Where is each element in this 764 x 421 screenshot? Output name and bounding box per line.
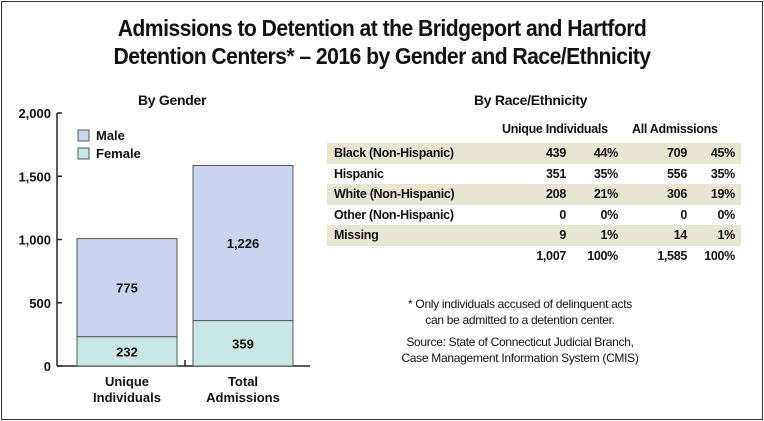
title-line-2: Detention Centers* – 2016 by Gender and … (113, 43, 652, 69)
total-all-count: 1,585 (657, 248, 687, 263)
race-table-title: By Race/Ethnicity (474, 92, 588, 108)
table-row: White (Non-Hispanic) 208 21% 306 19% (327, 184, 741, 205)
legend-swatch-female (77, 147, 90, 160)
y-tick-label: 0 (44, 359, 51, 374)
y-tick-label: 1,500 (18, 169, 51, 184)
all-percent: 35% (710, 166, 735, 181)
data-label: 232 (116, 344, 138, 359)
category-label: Admissions (206, 390, 280, 405)
total-all-percent: 100% (704, 248, 735, 263)
row-label: Hispanic (334, 166, 384, 181)
bar-female-1 (192, 320, 294, 367)
data-label: 359 (232, 336, 254, 351)
unique-percent: 0% (600, 207, 619, 222)
all-percent: 45% (710, 146, 735, 160)
source-line-1: Source: State of Connecticut Judicial Br… (406, 335, 634, 349)
row-label: Missing (334, 228, 379, 242)
legend-label-female: Female (96, 146, 141, 161)
y-tick-label: 500 (29, 296, 51, 311)
category-label: Unique (105, 374, 149, 389)
category-label: Individuals (93, 390, 161, 405)
table-row: Black (Non-Hispanic) 439 44% 709 45% (327, 143, 741, 164)
row-label: Other (Non-Hispanic) (334, 207, 454, 222)
source-note: Source: State of Connecticut Judicial Br… (360, 334, 680, 366)
all-percent: 19% (710, 187, 735, 201)
data-label: 1,226 (227, 236, 260, 251)
footnote-line-1: * Only individuals accused of delinquent… (408, 297, 632, 311)
unique-count: 351 (546, 166, 566, 181)
unique-percent: 35% (593, 166, 618, 181)
all-percent: 0% (717, 207, 736, 222)
row-label: Black (Non-Hispanic) (334, 146, 454, 160)
y-tick-label: 2,000 (18, 106, 51, 121)
footnote: * Only individuals accused of delinquent… (360, 296, 680, 328)
row-label: White (Non-Hispanic) (334, 187, 455, 201)
header-all-admissions: All Admissions (632, 122, 718, 136)
header-unique-individuals: Unique Individuals (502, 122, 608, 136)
unique-count: 9 (559, 228, 566, 242)
data-label: 775 (116, 281, 138, 296)
title-line-1: Admissions to Detention at the Bridgepor… (117, 15, 647, 41)
category-label: Total (228, 374, 258, 389)
gender-chart-title: By Gender (138, 92, 207, 108)
unique-count: 0 (559, 207, 566, 222)
unique-count: 439 (546, 146, 566, 160)
bar-male-1 (192, 164, 294, 322)
unique-percent: 1% (600, 228, 619, 242)
unique-percent: 44% (593, 146, 618, 160)
all-count: 0 (680, 207, 687, 222)
all-count: 709 (667, 146, 687, 160)
footnote-line-2: can be admitted to a detention center. (425, 313, 615, 327)
bar-male-0 (76, 238, 178, 338)
all-percent: 1% (717, 228, 736, 242)
figure-title: Admissions to Detention at the Bridgepor… (31, 14, 734, 70)
bar-female-0 (76, 336, 178, 367)
table-row: Other (Non-Hispanic) 0 0% 0 0% (327, 205, 741, 226)
table-row: Missing 9 1% 14 1% (327, 225, 741, 246)
table-total-row: 1,007 100% 1,585 100% (327, 246, 741, 267)
legend-label-male: Male (96, 128, 125, 143)
total-unique-percent: 100% (587, 248, 618, 263)
y-tick-label: 1,000 (18, 233, 51, 248)
all-count: 556 (667, 166, 687, 181)
table-header: Unique Individuals All Admissions (327, 119, 741, 143)
table-row: Hispanic 351 35% 556 35% (327, 164, 741, 185)
all-count: 14 (673, 228, 688, 242)
race-ethnicity-table: Unique Individuals All Admissions Black … (327, 119, 741, 266)
unique-count: 208 (546, 187, 566, 201)
source-line-2: Case Management Information System (CMIS… (401, 351, 639, 365)
total-unique-count: 1,007 (536, 248, 566, 263)
all-count: 306 (667, 187, 687, 201)
legend-swatch-male (77, 129, 90, 142)
unique-percent: 21% (593, 187, 618, 201)
